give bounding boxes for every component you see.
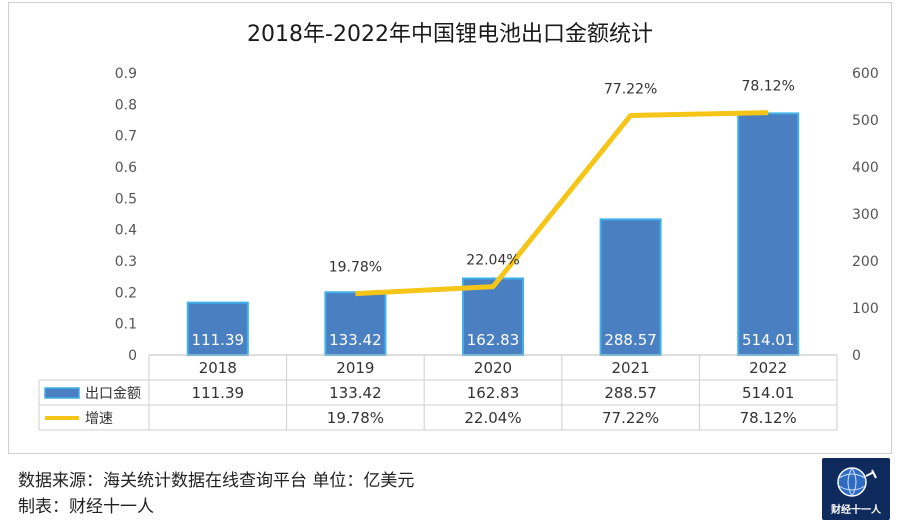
growth-line (355, 110, 769, 297)
y-left-tick-label: 0 (128, 348, 137, 364)
legend-swatch-line (45, 416, 79, 420)
chart-title: 2018年-2022年中国锂电池出口金额统计 (247, 22, 653, 47)
bar-2019 (324, 291, 387, 357)
bar-value-label: 162.83 (467, 331, 520, 349)
y-left-tick-label: 0.9 (115, 66, 137, 82)
growth-value-label: 77.22% (604, 81, 657, 97)
table-cell: 288.57 (604, 384, 657, 402)
x-tick-label: 2019 (336, 359, 374, 377)
legend-label: 增速 (85, 411, 113, 427)
x-tick-label: 2018 (199, 359, 237, 377)
x-tick-label: 2022 (749, 359, 787, 377)
table-cell: 111.39 (192, 384, 245, 402)
growth-value-label: 19.78% (329, 260, 382, 276)
y-left-tick-label: 0.5 (115, 191, 137, 207)
chart-canvas: 2018年-2022年中国锂电池出口金额统计 0 0.1 0.2 0.3 0.4 0.5 0.… (38, 22, 879, 431)
table-cell: 78.12% (740, 409, 797, 427)
y-right-tick-label: 0 (852, 348, 861, 364)
legend-swatch-bar (44, 387, 80, 399)
y-left-tick-label: 0.8 (115, 97, 137, 113)
brand-logo: 财经十一人 (822, 458, 890, 520)
legend-label: 出口金额 (85, 386, 141, 402)
bar-value-label: 133.42 (329, 331, 382, 349)
logo-text: 财经十一人 (831, 505, 881, 516)
y-right-tick-label: 500 (852, 113, 879, 129)
y-right-tick-label: 400 (852, 160, 879, 176)
y-right-tick-label: 600 (852, 66, 879, 82)
bar-value-label: 111.39 (192, 331, 245, 349)
bar-value-label: 514.01 (742, 331, 795, 349)
y-left-tick-label: 0.1 (115, 317, 137, 333)
table-cell: 77.22% (602, 409, 659, 427)
bar-value-label: 288.57 (604, 331, 657, 349)
table-cell: 133.42 (329, 384, 382, 402)
bar-2022 (737, 112, 800, 356)
growth-value-label: 22.04% (466, 253, 519, 269)
globe-icon (837, 467, 877, 497)
y-left-tick-label: 0.7 (115, 129, 137, 145)
bar-2018 (186, 301, 249, 356)
table-cell: 19.78% (327, 409, 384, 427)
x-tick-label: 2021 (612, 359, 650, 377)
table-cell: 514.01 (742, 384, 795, 402)
y-left-tick-label: 0.3 (115, 254, 137, 270)
y-left-tick-label: 0.6 (115, 160, 137, 176)
table-cell: 22.04% (464, 409, 521, 427)
table-cell: 162.83 (467, 384, 520, 402)
bar-2021 (599, 218, 662, 356)
source-note: 数据来源：海关统计数据在线查询平台 单位：亿美元 (18, 471, 415, 491)
y-right-tick-label: 200 (852, 254, 879, 270)
y-left-tick-label: 0.2 (115, 285, 137, 301)
growth-value-label: 78.12% (742, 79, 795, 95)
y-left-tick-label: 0.4 (115, 223, 137, 239)
y-right-tick-label: 300 (852, 207, 879, 223)
maker-note: 制表：财经十一人 (18, 497, 154, 517)
x-tick-label: 2020 (474, 359, 512, 377)
y-right-tick-label: 100 (852, 301, 879, 317)
chart-frame: 2018年-2022年中国锂电池出口金额统计 0 0.1 0.2 0.3 0.4 0.5 0.… (8, 2, 892, 454)
